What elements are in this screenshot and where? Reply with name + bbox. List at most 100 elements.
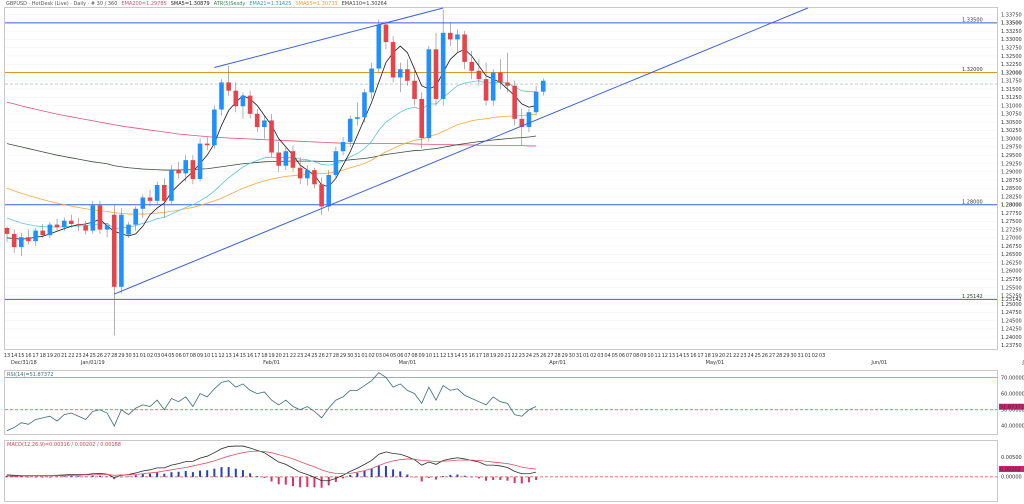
macd-panel[interactable]	[4, 440, 998, 502]
candle[interactable]	[197, 138, 203, 182]
candle-body	[212, 109, 217, 146]
candle[interactable]	[412, 67, 417, 106]
date-tick-label: 12	[440, 353, 446, 359]
candle[interactable]	[340, 136, 346, 156]
trendline-1[interactable]	[214, 7, 444, 69]
candle[interactable]	[498, 59, 503, 90]
candle[interactable]	[140, 194, 146, 219]
date-tick-label: 12	[218, 353, 224, 359]
candle[interactable]	[426, 46, 432, 142]
candle[interactable]	[204, 136, 210, 151]
candle[interactable]	[519, 108, 525, 146]
candle[interactable]	[326, 170, 332, 212]
macd-histogram-bar	[413, 476, 416, 478]
candle[interactable]	[19, 232, 24, 257]
candle[interactable]	[512, 80, 517, 126]
candle[interactable]	[369, 62, 374, 99]
rsi-panel[interactable]	[4, 370, 998, 435]
candle[interactable]	[476, 59, 482, 86]
candle[interactable]	[469, 50, 475, 80]
candle[interactable]	[397, 62, 403, 93]
candle[interactable]	[419, 92, 424, 149]
candle[interactable]	[97, 200, 103, 234]
candle[interactable]	[540, 78, 546, 96]
date-tick-label: 20	[54, 353, 60, 359]
macd-histogram-bar	[163, 473, 166, 477]
macd-histogram-bar	[356, 472, 359, 477]
candle[interactable]	[483, 62, 489, 106]
price-panel[interactable]	[4, 7, 998, 350]
candle[interactable]	[133, 206, 138, 231]
candle-body	[247, 95, 253, 114]
candle[interactable]	[440, 9, 446, 106]
date-tick-label: 09	[640, 353, 646, 359]
candle[interactable]	[240, 92, 246, 119]
candle[interactable]	[533, 85, 539, 116]
candle[interactable]	[33, 227, 38, 246]
candle[interactable]	[383, 21, 389, 50]
candle[interactable]	[111, 204, 117, 336]
candle[interactable]	[40, 223, 46, 238]
candle[interactable]	[276, 141, 281, 172]
candle[interactable]	[212, 105, 217, 149]
candle[interactable]	[505, 52, 510, 93]
level-label-3: 1.28000	[962, 199, 983, 205]
candle[interactable]	[405, 59, 410, 86]
candle[interactable]	[190, 155, 196, 185]
candle[interactable]	[347, 115, 353, 147]
candle[interactable]	[183, 155, 189, 182]
candle[interactable]	[219, 79, 224, 116]
candle[interactable]	[297, 156, 303, 185]
candle[interactable]	[69, 214, 74, 228]
trendline-0[interactable]	[114, 7, 808, 295]
candle[interactable]	[226, 65, 231, 96]
candle[interactable]	[176, 161, 181, 179]
candle[interactable]	[448, 22, 453, 47]
candle[interactable]	[11, 229, 17, 253]
candle[interactable]	[462, 31, 467, 70]
candle[interactable]	[147, 189, 153, 207]
candle[interactable]	[47, 221, 53, 238]
candle[interactable]	[54, 218, 60, 231]
date-tick-label: 17	[254, 353, 260, 359]
candle[interactable]	[455, 29, 460, 53]
candle[interactable]	[312, 167, 317, 189]
candle[interactable]	[126, 221, 131, 238]
candle[interactable]	[376, 19, 382, 73]
macd-histogram-bar	[199, 470, 202, 477]
candle[interactable]	[90, 200, 96, 234]
chart-header: GBPUSD · HotDesk (Live) · Daily · # 30 /…	[6, 1, 387, 7]
candle[interactable]	[262, 115, 267, 139]
candle[interactable]	[247, 90, 253, 119]
header-indicator-3: EMA21=1.31425	[249, 1, 291, 7]
candle[interactable]	[490, 69, 496, 106]
candle[interactable]	[119, 208, 124, 294]
candle[interactable]	[305, 165, 310, 186]
candle[interactable]	[83, 220, 88, 235]
candle[interactable]	[269, 113, 274, 157]
candle[interactable]	[233, 82, 239, 113]
candle[interactable]	[154, 181, 160, 205]
candle[interactable]	[290, 145, 296, 172]
candle-body	[176, 170, 181, 174]
price-tick-label: 1.28000	[1001, 203, 1022, 209]
candle[interactable]	[526, 108, 532, 133]
candle[interactable]	[283, 146, 289, 171]
candle[interactable]	[76, 218, 81, 232]
candle[interactable]	[254, 108, 260, 133]
candle[interactable]	[104, 222, 110, 238]
candle[interactable]	[333, 146, 339, 179]
candle[interactable]	[61, 217, 67, 232]
candle[interactable]	[355, 102, 360, 126]
macd-histogram-bar	[470, 476, 473, 478]
candle[interactable]	[433, 32, 439, 106]
candle[interactable]	[26, 229, 31, 245]
candle[interactable]	[4, 226, 10, 242]
candle[interactable]	[362, 89, 367, 123]
candle[interactable]	[390, 36, 396, 83]
date-tick-label: 18	[40, 353, 46, 359]
candle[interactable]	[169, 165, 174, 205]
candle[interactable]	[162, 178, 167, 219]
month-label: Dec/31/18	[11, 360, 37, 366]
